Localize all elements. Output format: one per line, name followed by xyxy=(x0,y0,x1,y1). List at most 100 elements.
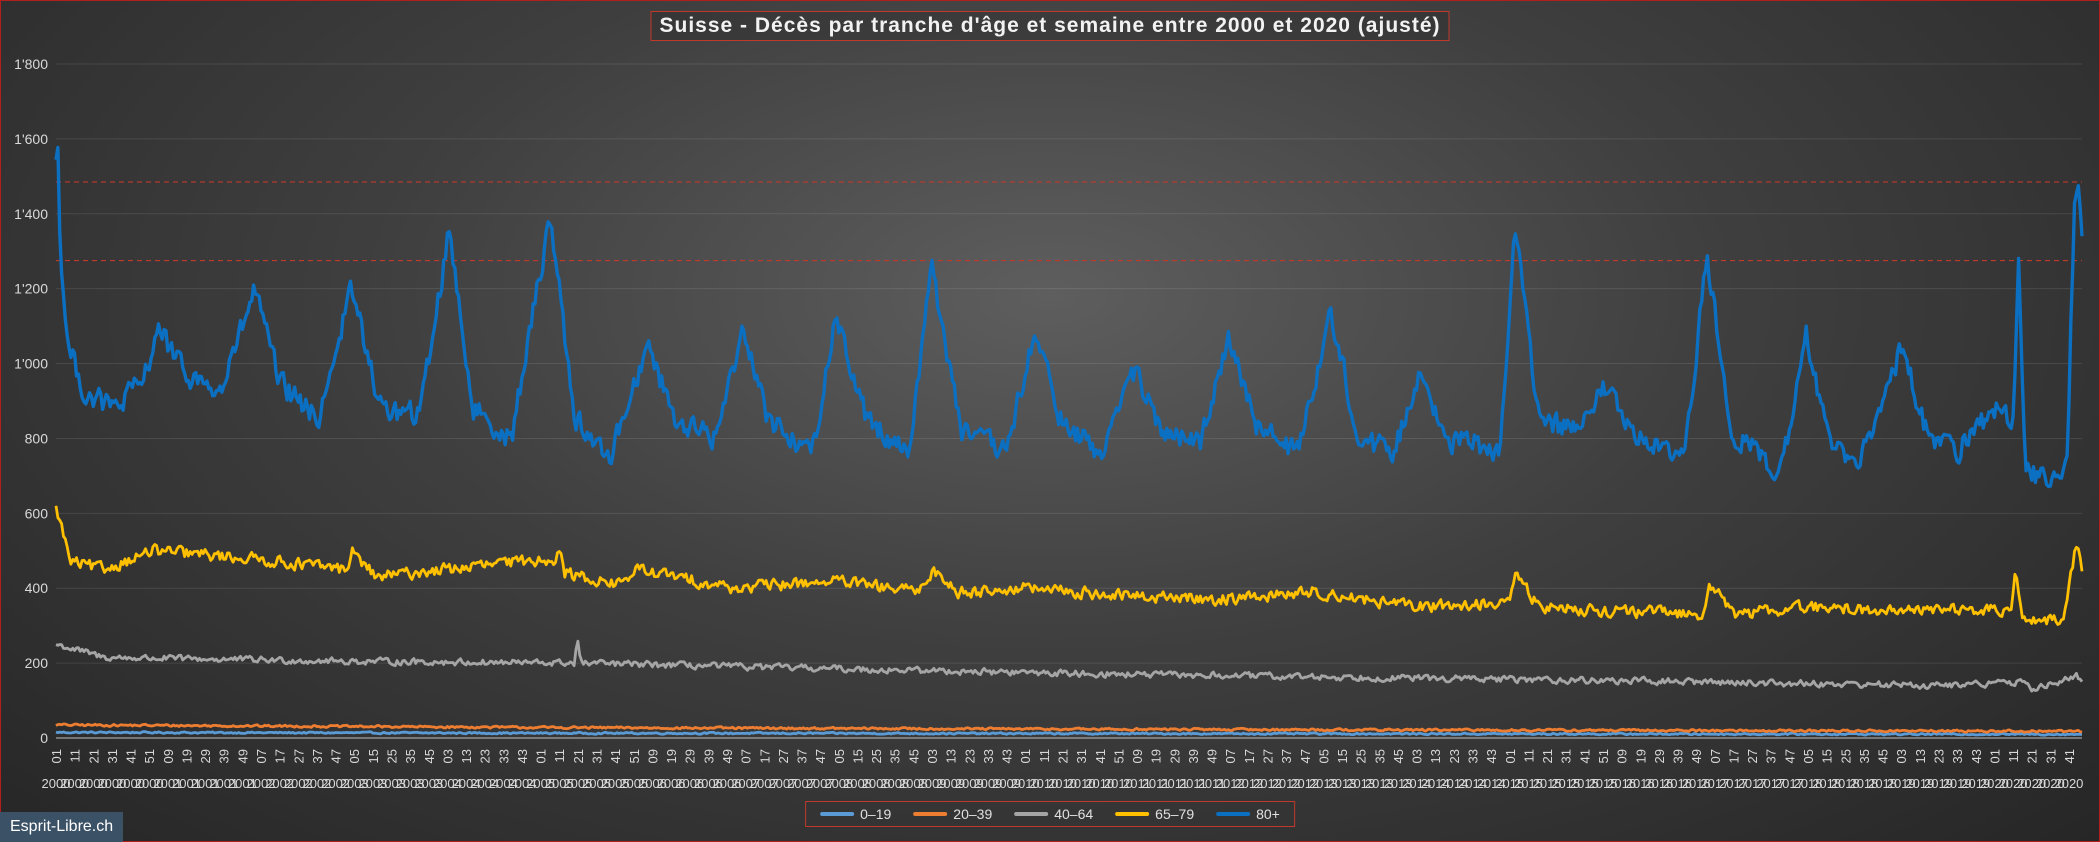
x-tick-year-label: 2010 xyxy=(1067,776,1096,791)
x-tick-year-label: 2007 xyxy=(750,776,779,791)
y-tick-label: 1'000 xyxy=(14,356,48,372)
x-tick-week-label: 47 xyxy=(1298,749,1313,763)
legend-swatch xyxy=(1216,812,1251,816)
x-tick-week-label: 41 xyxy=(608,749,623,763)
x-tick-week-label: 23 xyxy=(962,749,977,763)
x-tick-year-label: 2007 xyxy=(787,776,816,791)
x-tick-week-label: 13 xyxy=(1913,749,1928,763)
x-tick-week-label: 21 xyxy=(1055,749,1070,763)
x-tick-year-label: 2012 xyxy=(1216,776,1245,791)
x-tick-year-label: 2017 xyxy=(1756,776,1785,791)
x-tick-week-label: 45 xyxy=(906,749,921,763)
chart-legend: 0–19 20–39 40–64 65–79 80+ xyxy=(805,801,1295,827)
x-tick-week-label: 09 xyxy=(1130,749,1145,763)
x-tick-week-label: 15 xyxy=(850,749,865,763)
x-tick-week-label: 39 xyxy=(1186,749,1201,763)
x-tick-year-label: 2004 xyxy=(508,776,537,791)
x-tick-week-label: 19 xyxy=(1149,749,1164,763)
x-tick-week-label: 49 xyxy=(1689,749,1704,763)
x-tick-week-label: 19 xyxy=(664,749,679,763)
x-tick-week-label: 17 xyxy=(1726,749,1741,763)
x-tick-year-label: 2000 xyxy=(97,776,126,791)
x-tick-week-label: 43 xyxy=(1000,749,1015,763)
x-tick-week-label: 33 xyxy=(1950,749,1965,763)
x-tick-week-label: 03 xyxy=(1894,749,1909,763)
x-tick-week-label: 01 xyxy=(1987,749,2002,763)
series-line-4 xyxy=(54,145,2084,489)
y-tick-label: 1'800 xyxy=(14,56,48,72)
x-tick-week-label: 17 xyxy=(273,749,288,763)
x-tick-week-label: 51 xyxy=(1596,749,1611,763)
x-tick-week-label: 31 xyxy=(2043,749,2058,763)
legend-swatch xyxy=(1014,812,1049,816)
x-tick-year-label: 2017 xyxy=(1775,776,1804,791)
x-tick-week-label: 05 xyxy=(832,749,847,763)
x-tick-year-label: 2006 xyxy=(638,776,667,791)
x-tick-week-label: 49 xyxy=(720,749,735,763)
legend-label: 0–19 xyxy=(860,806,892,822)
x-tick-week-label: 37 xyxy=(310,749,325,763)
x-tick-year-label: 2000 xyxy=(42,776,71,791)
x-tick-week-label: 31 xyxy=(105,749,120,763)
x-tick-year-label: 2003 xyxy=(396,776,425,791)
x-tick-week-label: 41 xyxy=(124,749,139,763)
x-tick-week-label: 03 xyxy=(925,749,940,763)
x-tick-week-label: 07 xyxy=(739,749,754,763)
x-tick-week-label: 47 xyxy=(813,749,828,763)
x-tick-week-label: 25 xyxy=(384,749,399,763)
x-tick-year-label: 2003 xyxy=(414,776,443,791)
x-tick-year-label: 2020 xyxy=(2017,776,2046,791)
x-tick-year-label: 2011 xyxy=(1179,776,1207,791)
x-tick-week-label: 01 xyxy=(1503,749,1518,763)
y-tick-label: 0 xyxy=(40,730,48,746)
x-tick-year-label: 2011 xyxy=(1198,776,1226,791)
x-tick-week-label: 41 xyxy=(1577,749,1592,763)
x-tick-week-label: 03 xyxy=(440,749,455,763)
x-tick-year-label: 2011 xyxy=(1160,776,1188,791)
x-tick-year-label: 2006 xyxy=(675,776,704,791)
x-tick-year-label: 2009 xyxy=(955,776,984,791)
x-tick-week-label: 35 xyxy=(1857,749,1872,763)
x-tick-week-label: 31 xyxy=(1074,749,1089,763)
x-tick-week-label: 19 xyxy=(179,749,194,763)
x-tick-week-label: 05 xyxy=(347,749,362,763)
x-tick-year-label: 2008 xyxy=(899,776,928,791)
x-tick-year-label: 2002 xyxy=(265,776,294,791)
x-tick-year-label: 2015 xyxy=(1551,776,1580,791)
x-tick-year-label: 2020 xyxy=(1999,776,2028,791)
x-tick-year-label: 2016 xyxy=(1682,776,1711,791)
x-tick-week-label: 27 xyxy=(776,749,791,763)
x-tick-week-label: 27 xyxy=(291,749,306,763)
x-tick-week-label: 17 xyxy=(1242,749,1257,763)
x-tick-year-label: 2004 xyxy=(470,776,499,791)
x-tick-year-label: 2018 xyxy=(1849,776,1878,791)
x-tick-week-label: 51 xyxy=(142,749,157,763)
x-tick-year-label: 2013 xyxy=(1365,776,1394,791)
x-tick-year-label: 2010 xyxy=(1029,776,1058,791)
x-tick-year-label: 2001 xyxy=(172,776,201,791)
x-tick-week-label: 23 xyxy=(1931,749,1946,763)
x-tick-year-label: 2009 xyxy=(936,776,965,791)
x-tick-year-label: 2007 xyxy=(806,776,835,791)
legend-item: 40–64 xyxy=(1014,806,1093,822)
x-tick-week-label: 19 xyxy=(1633,749,1648,763)
x-tick-week-label: 41 xyxy=(1093,749,1108,763)
legend-swatch xyxy=(820,812,855,816)
x-tick-year-label: 2009 xyxy=(992,776,1021,791)
x-tick-week-label: 23 xyxy=(1447,749,1462,763)
x-tick-year-label: 2004 xyxy=(489,776,518,791)
x-tick-year-label: 2006 xyxy=(713,776,742,791)
x-tick-year-label: 2020 xyxy=(2054,776,2083,791)
x-tick-week-label: 03 xyxy=(1410,749,1425,763)
x-tick-year-label: 2006 xyxy=(657,776,686,791)
y-tick-label: 1'600 xyxy=(14,131,48,147)
x-tick-year-label: 2001 xyxy=(228,776,257,791)
y-tick-label: 400 xyxy=(25,580,49,596)
x-tick-week-label: 11 xyxy=(1521,749,1536,763)
x-tick-week-label: 05 xyxy=(1801,749,1816,763)
x-tick-week-label: 15 xyxy=(366,749,381,763)
x-tick-week-label: 01 xyxy=(49,749,64,763)
x-tick-week-label: 29 xyxy=(683,749,698,763)
x-tick-year-label: 2010 xyxy=(1048,776,1077,791)
